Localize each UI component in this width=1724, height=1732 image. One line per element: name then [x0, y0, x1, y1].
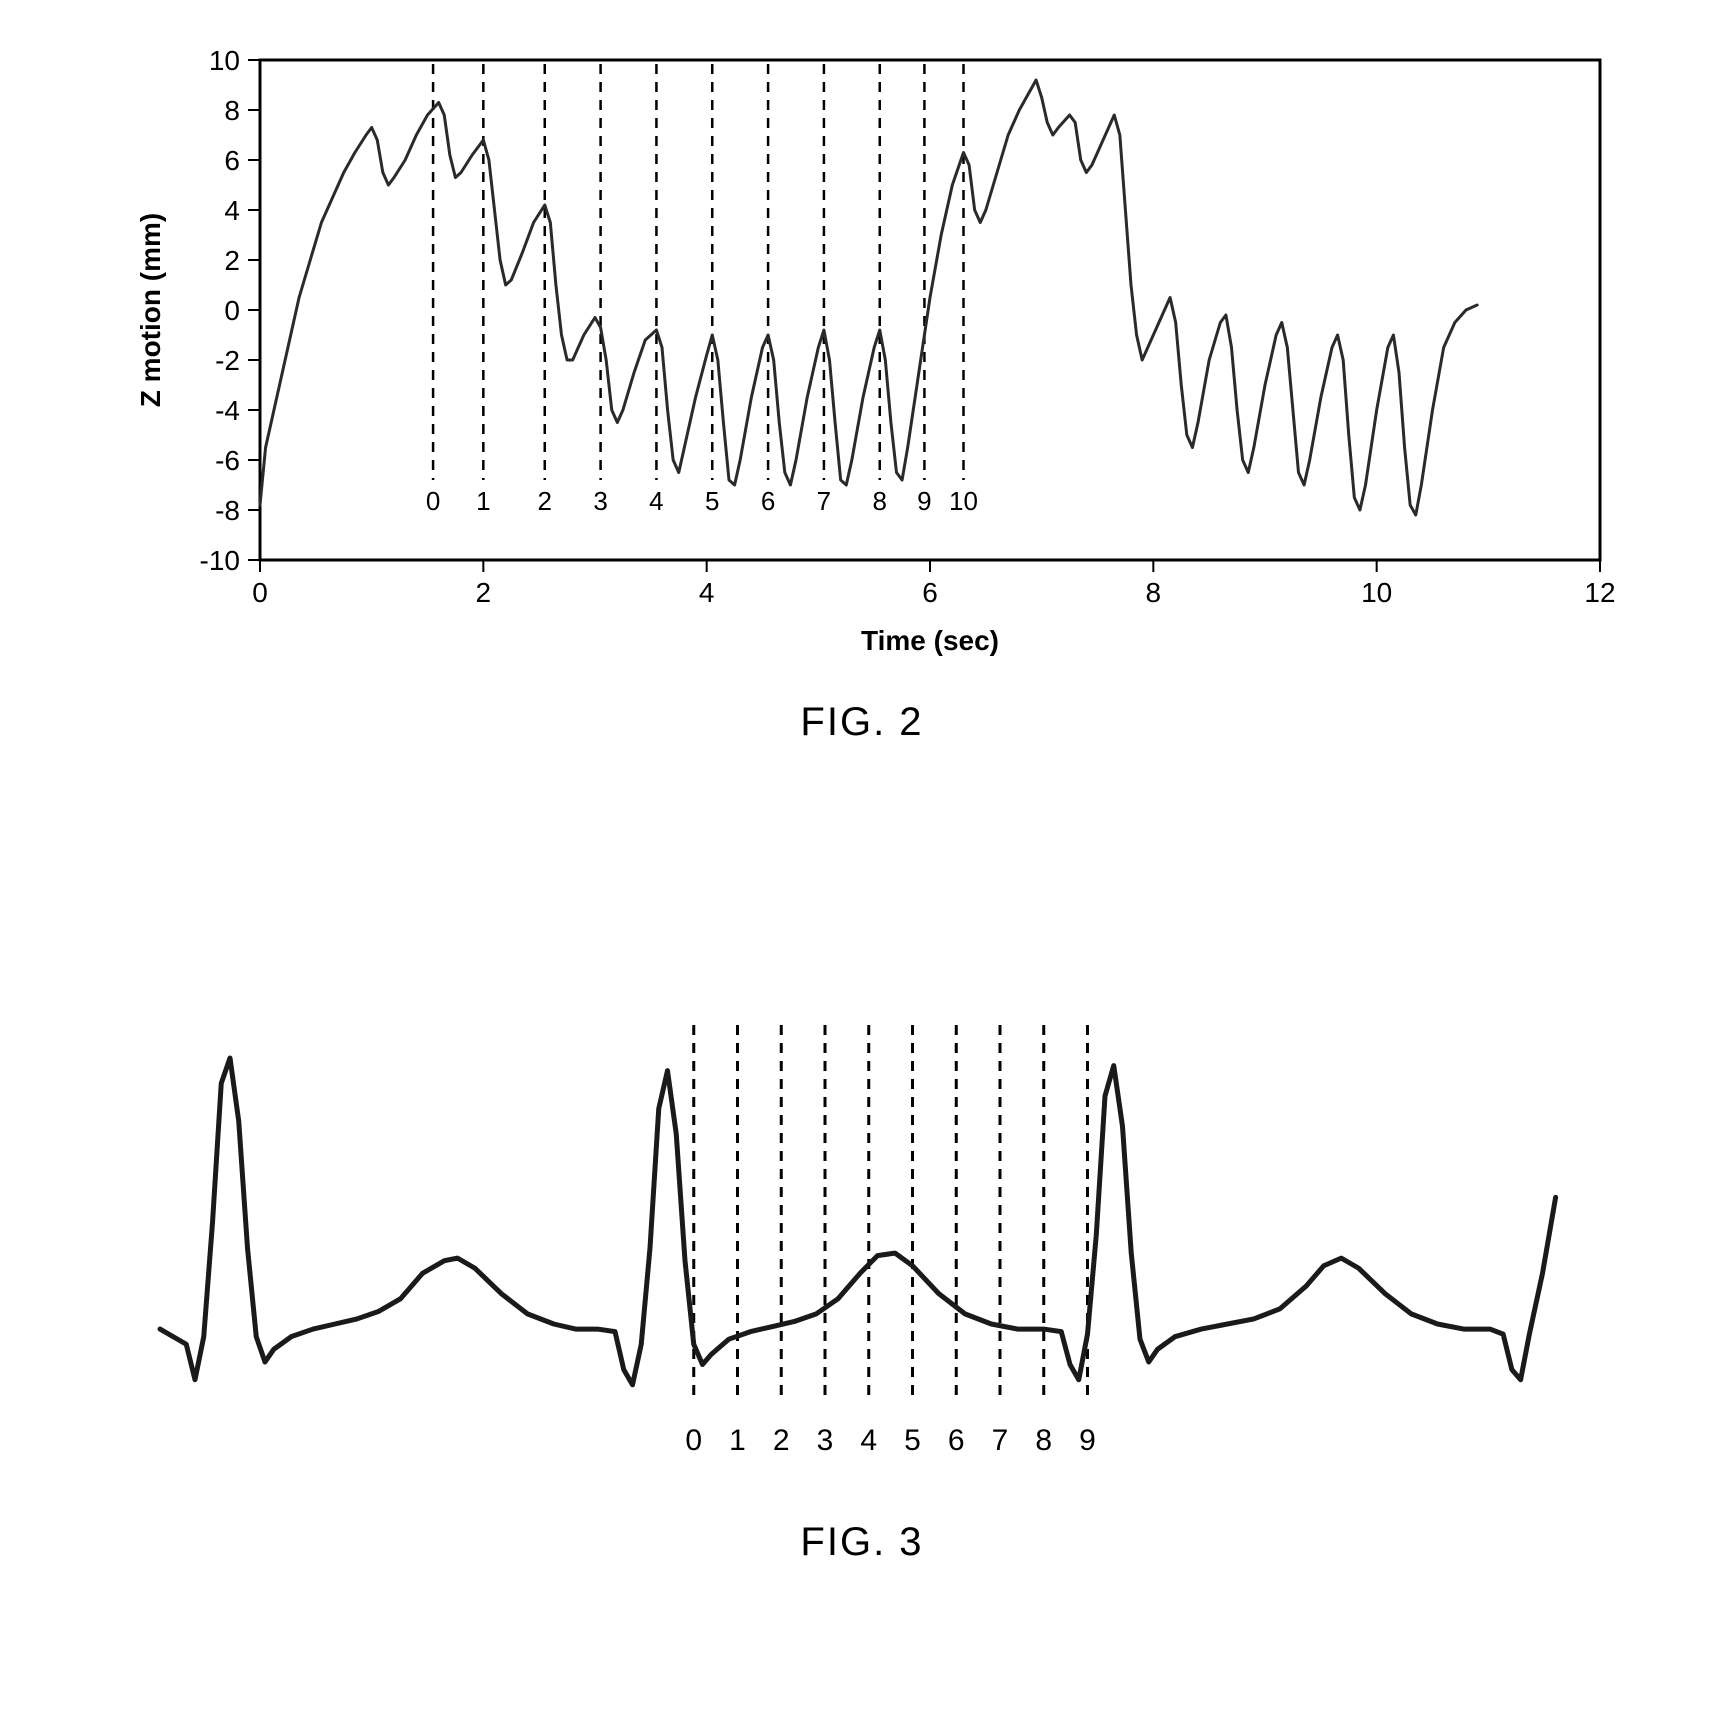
figure-3-caption: FIG. 3: [0, 1520, 1724, 1565]
phase-marker-label: 1: [476, 486, 490, 516]
phase-marker-label: 7: [817, 486, 831, 516]
y-tick-label: 6: [224, 145, 240, 176]
y-tick-label: -10: [200, 545, 240, 576]
y-tick-label: -2: [215, 345, 240, 376]
x-tick-label: 0: [252, 577, 268, 608]
phase-marker-label: 8: [873, 486, 887, 516]
phase-marker-label: 8: [1035, 1424, 1052, 1457]
phase-marker-label: 0: [426, 486, 440, 516]
phase-marker-label: 2: [538, 486, 552, 516]
page: -10-8-6-4-20246810024681012Time (sec)Z m…: [0, 0, 1724, 1732]
phase-marker-label: 5: [904, 1424, 921, 1457]
y-tick-label: 2: [224, 245, 240, 276]
phase-marker-label: 0: [685, 1424, 702, 1457]
y-tick-label: -6: [215, 445, 240, 476]
x-tick-label: 10: [1361, 577, 1392, 608]
phase-marker-label: 4: [860, 1424, 877, 1457]
phase-marker-label: 5: [705, 486, 719, 516]
ecg-trace: [160, 1058, 1556, 1385]
x-tick-label: 6: [922, 577, 938, 608]
phase-marker-label: 4: [649, 486, 663, 516]
phase-marker-label: 9: [1079, 1424, 1096, 1457]
phase-marker-label: 3: [593, 486, 607, 516]
figure-3-block: 0123456789 FIG. 3: [0, 1000, 1724, 1565]
phase-marker-label: 7: [992, 1424, 1009, 1457]
figure-2-block: -10-8-6-4-20246810024681012Time (sec)Z m…: [0, 40, 1724, 745]
phase-marker-label: 10: [949, 486, 978, 516]
phase-marker-label: 6: [761, 486, 775, 516]
phase-marker-label: 2: [773, 1424, 790, 1457]
y-tick-label: 4: [224, 195, 240, 226]
figure-3-chart: 0123456789: [100, 1000, 1620, 1480]
y-tick-label: -8: [215, 495, 240, 526]
y-tick-label: 0: [224, 295, 240, 326]
x-tick-label: 8: [1146, 577, 1162, 608]
y-tick-label: 8: [224, 95, 240, 126]
x-axis-label: Time (sec): [861, 625, 999, 656]
x-tick-label: 4: [699, 577, 715, 608]
plot-area: [260, 60, 1600, 560]
y-tick-label: 10: [209, 45, 240, 76]
figure-2-chart: -10-8-6-4-20246810024681012Time (sec)Z m…: [120, 40, 1640, 680]
x-tick-label: 12: [1584, 577, 1615, 608]
y-tick-label: -4: [215, 395, 240, 426]
phase-marker-label: 3: [817, 1424, 834, 1457]
figure-2-caption: FIG. 2: [0, 700, 1724, 745]
phase-marker-label: 1: [729, 1424, 746, 1457]
phase-marker-label: 6: [948, 1424, 965, 1457]
x-tick-label: 2: [476, 577, 492, 608]
phase-marker-label: 9: [917, 486, 931, 516]
y-axis-label: Z motion (mm): [135, 213, 166, 407]
